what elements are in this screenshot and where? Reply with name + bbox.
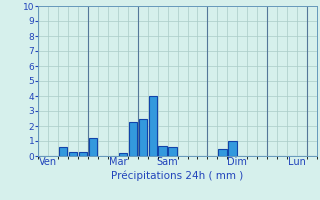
Bar: [218, 148, 227, 156]
Bar: [59, 147, 68, 156]
Bar: [228, 141, 236, 156]
Bar: [119, 153, 127, 156]
Bar: [129, 121, 137, 156]
Bar: [89, 138, 97, 156]
Bar: [79, 152, 87, 156]
Bar: [139, 118, 147, 156]
Bar: [158, 146, 167, 156]
Bar: [148, 96, 157, 156]
Bar: [69, 152, 77, 156]
Bar: [168, 147, 177, 156]
X-axis label: Précipitations 24h ( mm ): Précipitations 24h ( mm ): [111, 170, 244, 181]
